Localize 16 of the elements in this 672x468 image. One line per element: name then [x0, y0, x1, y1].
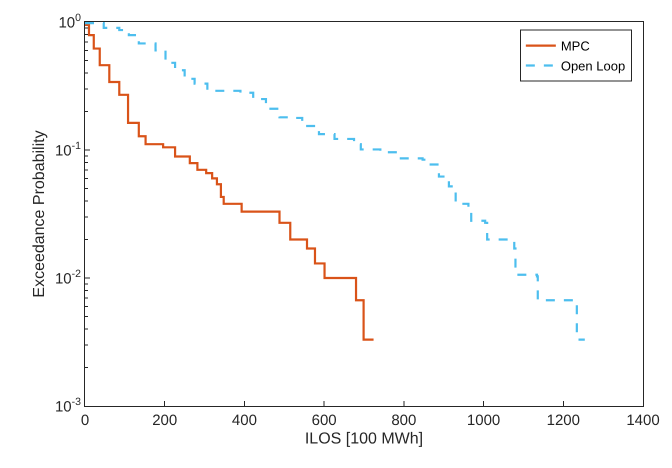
x-tick-label: 200 [152, 412, 178, 429]
x-tick-label: 1200 [546, 412, 580, 429]
x-tick-label: 800 [391, 412, 416, 429]
x-tick-label: 1000 [466, 412, 500, 429]
x-tick-label: 1400 [626, 412, 660, 429]
x-tick-label: 0 [80, 412, 90, 429]
y-tick-label: 10$^{-3}$ [54, 396, 82, 416]
legend-label: Open Loop [560, 58, 626, 74]
y-tick-label: 10$^{0}$ [58, 12, 82, 32]
y-tick-label: 10$^{-2}$ [54, 268, 82, 288]
x-tick-label: 400 [232, 412, 257, 429]
x-axis-title: ILOS [100 MWh] [304, 430, 424, 448]
x-tick-label: 600 [312, 412, 337, 429]
y-tick-label: 10$^{-1}$ [54, 140, 82, 160]
legend-label: MPC [560, 38, 590, 54]
y-axis-title: Exceedance Probability [30, 130, 48, 298]
